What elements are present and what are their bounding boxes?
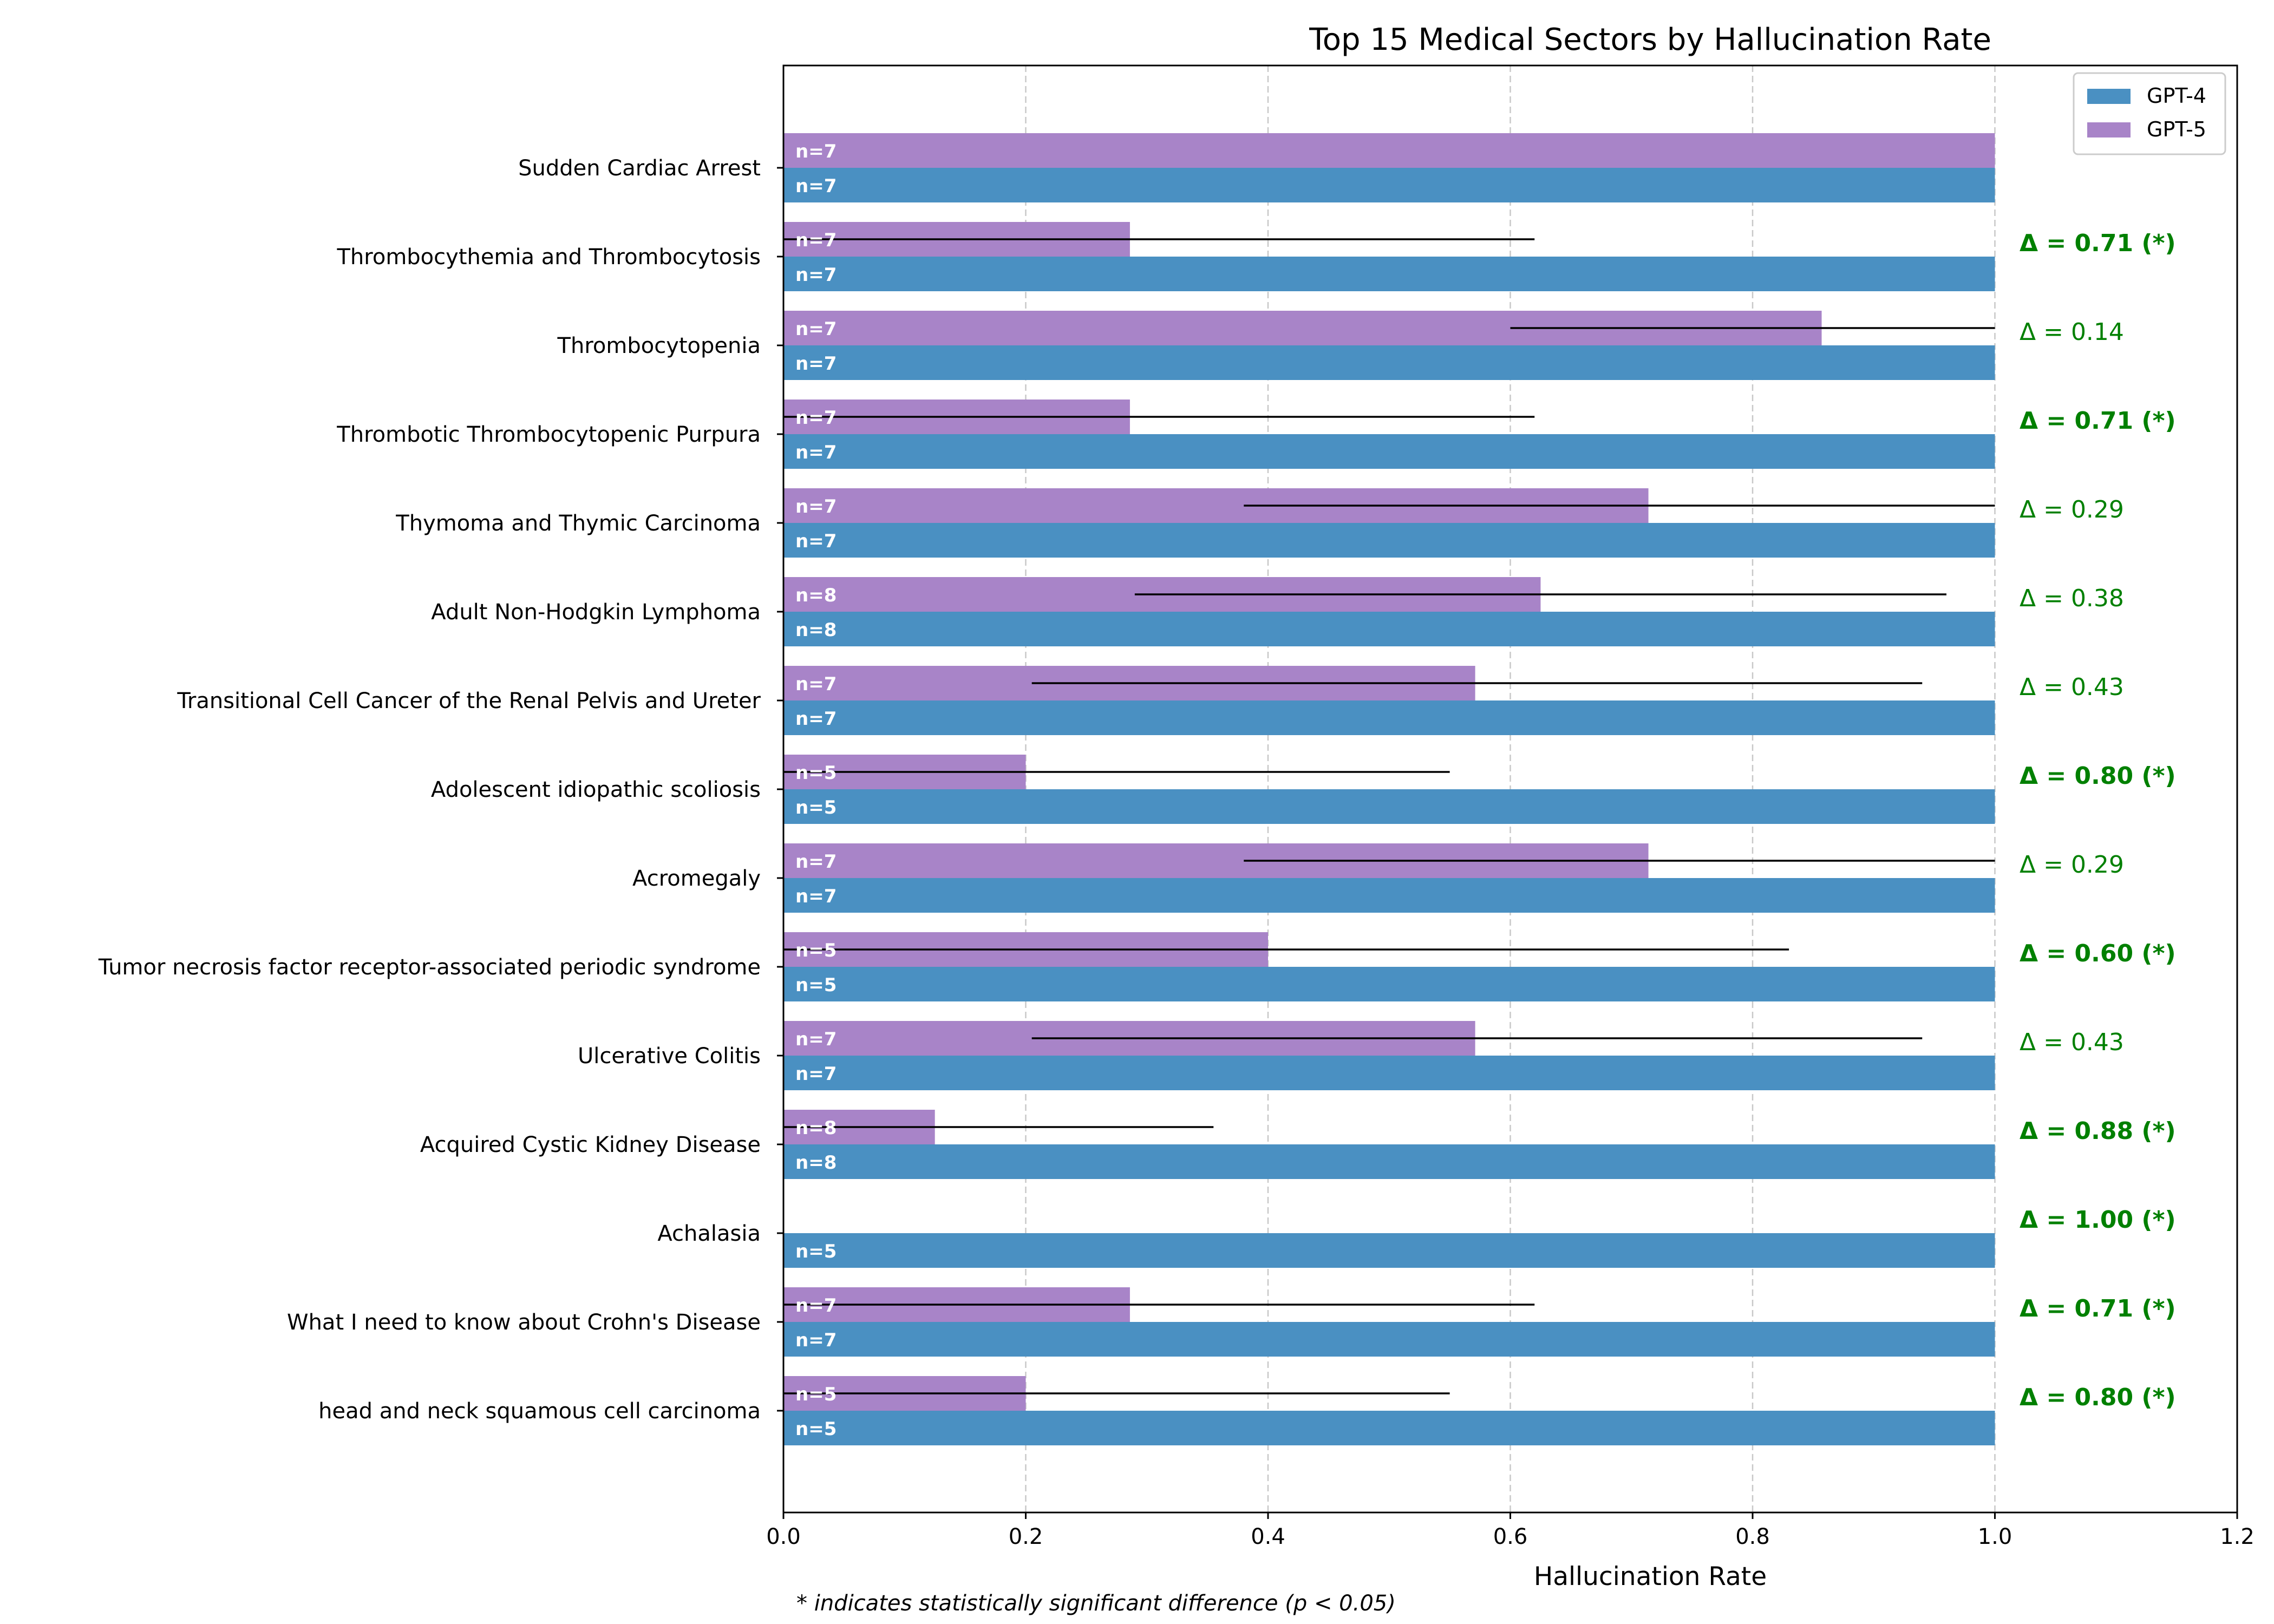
n-label-gpt4: n=7 xyxy=(795,886,837,907)
bar-gpt4 xyxy=(783,789,1995,824)
x-axis-label: Hallucination Rate xyxy=(1534,1562,1767,1592)
n-label-gpt5: n=7 xyxy=(795,496,837,518)
delta-label: Δ = 0.29 xyxy=(2020,496,2124,523)
chart-title: Top 15 Medical Sectors by Hallucination … xyxy=(1309,22,1991,57)
x-tick-label: 0.8 xyxy=(1735,1524,1770,1549)
footnote: * indicates statistically significant di… xyxy=(796,1591,1396,1616)
plot-frame xyxy=(782,64,2238,1514)
bar-gpt4 xyxy=(783,434,1995,469)
error-bars xyxy=(783,238,1995,1394)
y-tick-label: What I need to know about Crohn's Diseas… xyxy=(287,1310,761,1335)
n-label-gpt4: n=7 xyxy=(795,175,837,197)
n-label-gpt4: n=7 xyxy=(795,1063,837,1085)
y-tick-label: Thrombocytopenia xyxy=(557,333,761,358)
y-tick-label: Thrombocythemia and Thrombocytosis xyxy=(337,245,761,270)
x-tick-label: 0.4 xyxy=(1251,1524,1285,1549)
bar-gpt4 xyxy=(783,1322,1995,1357)
y-tick-label: Tumor necrosis factor receptor-associate… xyxy=(98,955,761,980)
n-label-gpt4: n=8 xyxy=(795,1152,837,1174)
bar-gpt4 xyxy=(783,523,1995,558)
n-label-gpt4: n=5 xyxy=(795,974,837,996)
grid-lines xyxy=(1025,66,1996,1512)
x-tick-label: 1.2 xyxy=(2220,1524,2255,1549)
x-tick-label: 0.0 xyxy=(766,1524,801,1549)
n-label-gpt4: n=5 xyxy=(795,797,837,818)
bar-gpt4 xyxy=(783,257,1995,291)
bars xyxy=(783,133,1995,1445)
y-tick-label: Transitional Cell Cancer of the Renal Pe… xyxy=(177,689,761,713)
y-tick-label: Acquired Cystic Kidney Disease xyxy=(420,1132,761,1157)
n-label-gpt5: n=7 xyxy=(795,318,837,340)
bar-gpt4 xyxy=(783,612,1995,646)
n-label-gpt5: n=7 xyxy=(795,673,837,695)
y-axis-ticks: Sudden Cardiac Arrest Thrombocythemia and… xyxy=(98,156,783,1424)
n-label-gpt4: n=7 xyxy=(795,708,837,730)
n-label-gpt5: n=7 xyxy=(795,230,837,251)
n-label-gpt5: n=7 xyxy=(795,407,837,429)
delta-label: Δ = 0.71 (*) xyxy=(2020,1295,2176,1322)
n-label-gpt4: n=7 xyxy=(795,531,837,552)
n-label-gpt5: n=8 xyxy=(795,585,837,606)
n-label-gpt5: n=5 xyxy=(795,940,837,961)
bar-gpt4 xyxy=(783,1233,1995,1268)
legend-label-gpt4: GPT-4 xyxy=(2147,84,2206,108)
delta-label: Δ = 0.71 (*) xyxy=(2020,230,2176,257)
legend-swatch-gpt4 xyxy=(2087,89,2131,104)
bar-gpt4 xyxy=(783,1056,1995,1090)
delta-label: Δ = 0.14 xyxy=(2020,318,2124,346)
y-tick-label: Thrombotic Thrombocytopenic Purpura xyxy=(336,422,761,447)
y-tick-label: head and neck squamous cell carcinoma xyxy=(318,1399,761,1424)
n-label-gpt5: n=8 xyxy=(795,1117,837,1139)
bar-gpt5 xyxy=(783,133,1995,168)
y-tick-label: Adult Non-Hodgkin Lymphoma xyxy=(431,600,761,625)
bar-gpt4 xyxy=(783,967,1995,1001)
delta-label: Δ = 0.38 xyxy=(2020,585,2124,612)
n-label-gpt4: n=8 xyxy=(795,619,837,641)
delta-label: Δ = 1.00 (*) xyxy=(2020,1206,2176,1234)
bar-gpt4 xyxy=(783,700,1995,735)
n-label-gpt4: n=7 xyxy=(795,264,837,286)
n-label-gpt5: n=5 xyxy=(795,1384,837,1405)
legend: GPT-4 GPT-5 xyxy=(2073,72,2226,155)
n-label-gpt5: n=7 xyxy=(795,1295,837,1317)
delta-label: Δ = 0.29 xyxy=(2020,851,2124,879)
y-tick-label: Adolescent idiopathic scoliosis xyxy=(431,777,761,802)
n-label-gpt5: n=5 xyxy=(795,762,837,784)
bar-gpt4 xyxy=(783,1411,1995,1445)
n-label-gpt5: n=7 xyxy=(795,141,837,162)
bar-gpt4 xyxy=(783,1144,1995,1179)
x-tick-label: 1.0 xyxy=(1978,1524,2012,1549)
x-axis-ticks: 0.0 0.2 0.4 0.6 0.8 1.0 1.2 xyxy=(766,1512,2255,1549)
legend-label-gpt5: GPT-5 xyxy=(2147,117,2206,141)
y-tick-label: Acromegaly xyxy=(632,866,761,891)
sample-size-labels: n=7 n=7 n=7 n=7 n=7 n=7 n=7 n=7 n=7 n=7 n=8 n=8 n=7 n… xyxy=(795,141,837,1440)
delta-label: Δ = 0.43 xyxy=(2020,673,2124,701)
y-tick-label: Sudden Cardiac Arrest xyxy=(518,156,761,181)
y-tick-label: Ulcerative Colitis xyxy=(578,1044,761,1069)
delta-label: Δ = 0.80 (*) xyxy=(2020,762,2176,790)
x-tick-label: 0.6 xyxy=(1493,1524,1528,1549)
n-label-gpt4: n=5 xyxy=(795,1418,837,1440)
n-label-gpt5: n=7 xyxy=(795,1029,837,1050)
n-label-gpt4: n=7 xyxy=(795,442,837,463)
n-label-gpt5: n=7 xyxy=(795,851,837,873)
n-label-gpt4: n=7 xyxy=(795,353,837,375)
y-tick-label: Achalasia xyxy=(657,1221,761,1246)
delta-label: Δ = 0.60 (*) xyxy=(2020,940,2176,967)
delta-label: Δ = 0.71 (*) xyxy=(2020,407,2176,435)
legend-swatch-gpt5 xyxy=(2087,122,2131,137)
delta-label: Δ = 0.43 xyxy=(2020,1029,2124,1056)
delta-label: Δ = 0.88 (*) xyxy=(2020,1117,2176,1145)
delta-labels: Δ = 0.71 (*) Δ = 0.14 Δ = 0.71 (*) Δ = 0.29… xyxy=(2020,230,2176,1411)
y-tick-label: Thymoma and Thymic Carcinoma xyxy=(395,511,761,536)
bar-gpt4 xyxy=(783,345,1995,380)
x-tick-label: 0.2 xyxy=(1009,1524,1043,1549)
bar-gpt4 xyxy=(783,168,1995,202)
n-label-gpt4: n=5 xyxy=(795,1241,837,1262)
bar-gpt4 xyxy=(783,878,1995,913)
delta-label: Δ = 0.80 (*) xyxy=(2020,1384,2176,1411)
n-label-gpt4: n=7 xyxy=(795,1330,837,1351)
